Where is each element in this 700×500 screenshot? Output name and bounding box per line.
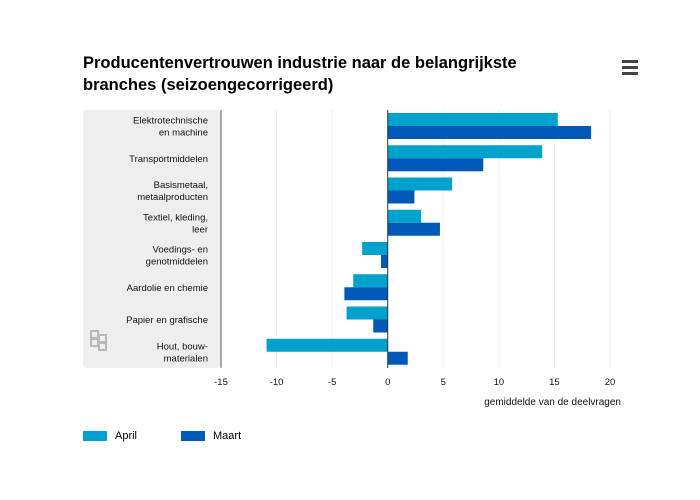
bar-maart xyxy=(387,222,440,236)
legend-item-april[interactable]: April xyxy=(83,430,137,442)
x-tick-label: 10 xyxy=(494,377,505,388)
bar-april xyxy=(387,209,422,223)
cbs-logo-icon xyxy=(90,330,107,351)
category-panel xyxy=(83,110,221,368)
category-label: Hout, bouw- xyxy=(157,341,208,352)
category-label: Voedings- en xyxy=(153,245,208,256)
category-label: leer xyxy=(192,224,208,235)
legend-label: April xyxy=(115,430,138,442)
legend-label: Maart xyxy=(213,430,242,442)
category-label: materialen xyxy=(164,353,208,364)
category-label: Aardolie en chemie xyxy=(127,283,208,294)
bar-april xyxy=(387,145,543,159)
category-label: Papier en grafische xyxy=(126,315,208,326)
bar-maart xyxy=(381,255,388,268)
bar-april xyxy=(266,338,388,352)
x-tick-label: 20 xyxy=(605,377,616,388)
x-tick-label: 5 xyxy=(441,377,446,388)
chart-title: Producentenvertrouwen industrie naar de … xyxy=(83,54,517,94)
bar-april xyxy=(346,306,388,320)
bar-april xyxy=(353,274,388,288)
bar-april xyxy=(387,177,453,191)
x-tick-label: 15 xyxy=(549,377,560,388)
category-label: Elektrotechnische xyxy=(133,116,208,127)
hamburger-menu-icon[interactable] xyxy=(622,60,640,76)
legend-item-maart[interactable]: Maart xyxy=(181,430,241,442)
category-label: Transportmiddelen xyxy=(129,154,208,165)
category-label: en machine xyxy=(159,128,208,139)
x-tick-label: -5 xyxy=(328,377,336,388)
legend-swatch xyxy=(83,431,107,441)
category-label: Basismetaal, xyxy=(154,180,208,191)
category-label: genotmiddelen xyxy=(146,257,208,268)
category-label: Textiel, kleding, xyxy=(143,212,208,223)
bar-april xyxy=(362,242,388,255)
category-label: metaalproducten xyxy=(137,192,208,203)
bar-maart xyxy=(387,126,592,139)
legend-swatch xyxy=(181,431,206,441)
x-tick-label: -10 xyxy=(270,377,284,388)
legend: April Maart xyxy=(83,430,241,442)
x-tick-label: 0 xyxy=(385,377,390,388)
bar-maart xyxy=(387,158,484,172)
bar-maart xyxy=(387,351,408,365)
bar-maart xyxy=(373,319,388,333)
x-tick-label: -15 xyxy=(214,377,228,388)
bar-april xyxy=(387,113,558,126)
bar-maart xyxy=(387,190,415,204)
x-axis-label: gemiddelde van de deelvragen xyxy=(484,397,621,408)
bar-maart xyxy=(344,287,388,301)
